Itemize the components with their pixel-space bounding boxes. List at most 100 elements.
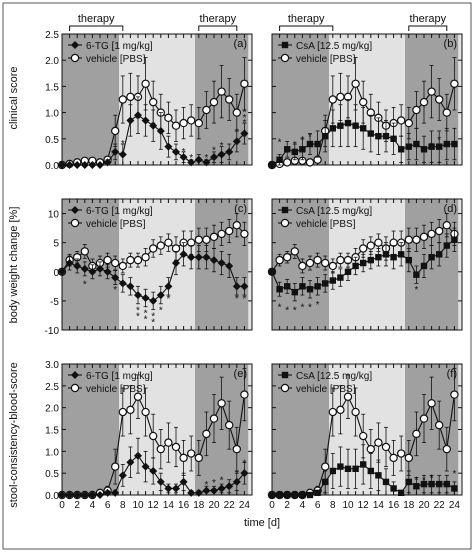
- panel-f-series-0-point-10: [344, 465, 352, 472]
- panel-b-series-1-point-23: [442, 108, 451, 117]
- panel-d-series-1-point-4: [298, 261, 307, 271]
- panel-a-star-5: *: [220, 141, 224, 152]
- panel-f-series-1-point-24: [450, 390, 459, 399]
- panel-e-series-0-point-0: [58, 491, 66, 499]
- panel-e-series-1-point-8: [118, 407, 128, 417]
- panel-d-series-0-point-16: [390, 254, 397, 261]
- panel-c-legend-marker-1: [70, 218, 80, 228]
- panel-e-series-0-point-13: [156, 477, 165, 486]
- panel-b-series-1-point-5: [305, 158, 315, 167]
- panel-c-series-1-point-6: [103, 255, 112, 265]
- panel-a-star-0: *: [121, 139, 125, 150]
- panel-e-star-2: *: [212, 478, 216, 489]
- panel-c-series-0-point-11: [141, 293, 150, 302]
- panel-a-series-0-point-20: [210, 153, 218, 162]
- panel-d-legend-marker-1: [280, 218, 290, 228]
- panel-f-legend: CsA [12.5 mg/kg] vehicle [PBS]: [278, 371, 372, 395]
- panel-c-series-0-point-1: [65, 259, 74, 268]
- panel-f-series-0-point-12: [360, 461, 367, 468]
- panel-b-series-0-point-0: [268, 161, 276, 169]
- panel-b-series-0-point-14: [375, 132, 382, 140]
- panel-b-series-1-point-11: [351, 79, 360, 88]
- panel-a-series-1-point-11: [141, 79, 150, 88]
- panel-e-series-0-point-9: [126, 458, 135, 467]
- panel-d-series-1-point-8: [328, 261, 337, 271]
- panel-e-xtick-label-22: 22: [224, 500, 236, 511]
- panel-a-therapy-label-1: therapy: [199, 13, 236, 25]
- panel-c-series-0-point-24: [240, 282, 249, 291]
- panel-a-series-0-point-19: [202, 158, 211, 167]
- panel-f-series-1-point-22: [435, 420, 444, 430]
- panel-f-series-0-point-11: [352, 465, 359, 472]
- panel-c-star-3: *: [136, 311, 140, 322]
- panel-f-series-0-point-15: [382, 478, 390, 486]
- panel-c-series-1-point-18: [194, 235, 203, 244]
- panel-b-legend-label-0: CsA [12.5 mg/kg]: [296, 41, 372, 52]
- panel-a-series-0-point-8: [118, 150, 127, 159]
- panel-d-series-1-point-20: [419, 232, 429, 242]
- panel-a-series-1-point-14: [164, 113, 173, 123]
- panel-b-star-3: *: [308, 132, 312, 143]
- panel-a-therapy-label-0: therapy: [78, 13, 115, 25]
- panel-e-series-0-point-2: [73, 491, 82, 499]
- panel-e-series-1-point-14: [164, 438, 173, 447]
- panel-a-therapy-bracket-1: [198, 25, 238, 31]
- panel-d-series-1-point-1: [275, 255, 284, 265]
- panel-e-legend-marker-1: [70, 383, 80, 393]
- row-3-ylabel: stool-consistency-blood-score: [8, 362, 20, 508]
- panel-b-series-1-point-21: [427, 87, 436, 96]
- panel-f-series-1-point-16: [389, 453, 398, 463]
- panel-b-label: (b): [444, 38, 457, 50]
- panel-b-therapy-bracket-1: [408, 25, 448, 31]
- panel-f-series-1-point-10: [343, 392, 353, 401]
- panel-b-frame: [271, 33, 463, 166]
- panel-e-series-0-point-4: [88, 491, 97, 499]
- panel-b-star-5: *: [430, 141, 434, 152]
- panel-d-series-1-point-18: [404, 235, 413, 244]
- panel-e-series-0-point-21: [217, 484, 226, 493]
- panel-a-star-3: *: [204, 153, 208, 164]
- panel-d-star-3: *: [300, 303, 304, 314]
- panel-d-series-1-point-3: [290, 247, 299, 256]
- panel-a-series-1-point-9: [126, 92, 135, 102]
- panel-f-series-0-point-23: [443, 480, 450, 488]
- panel-c-series-0-point-10: [134, 291, 142, 300]
- panel-f-series-1-point-11: [351, 407, 360, 417]
- panel-e-xtick-label-18: 18: [193, 500, 205, 511]
- panel-e-ytick-label-6: 3.0: [45, 360, 59, 371]
- panel-d-series-0-point-13: [367, 256, 374, 264]
- x-axis-label: time [d]: [244, 517, 280, 529]
- panel-f-legend-marker-0: [281, 371, 289, 379]
- panel-e-legend-marker-0: [71, 371, 79, 379]
- panel-d-series-0-point-8: [329, 277, 336, 284]
- panel-a-series-1-point-21: [217, 87, 226, 96]
- panel-b: (b)* * * ** **CsA [12.5 mg/kg]vehicle [PBS]t…: [267, 13, 463, 170]
- panel-c-series-1-point-11: [141, 253, 150, 262]
- panel-f-xtick-label-6: 6: [315, 500, 321, 511]
- panel-e-star-5: *: [242, 458, 246, 469]
- panel-a-ytick-label-5: 2.5: [45, 30, 59, 41]
- panel-e-series-1-point-11: [141, 407, 150, 417]
- panel-a-ytick-label-2: 1.0: [45, 109, 59, 120]
- panel-e-series-1-point-19: [202, 429, 211, 439]
- panel-c-series-1-point-19: [202, 235, 211, 244]
- panel-f-series-1-point-9: [336, 405, 345, 415]
- panel-e-series-1-point-23: [232, 444, 241, 454]
- panel-f-series-0-point-3: [291, 491, 298, 499]
- panel-f-series-1-point-15: [381, 442, 391, 452]
- panel-d-series-1-point-2: [283, 253, 292, 262]
- panel-c-frame: [61, 198, 253, 331]
- panel-a-legend-marker-0: [71, 41, 79, 49]
- panel-d-series-1-point-13: [366, 241, 375, 250]
- panel-c-series-0-point-18: [194, 253, 203, 262]
- panel-d-series-0-point-0: [268, 268, 276, 275]
- panel-e-series-0-point-10: [134, 451, 142, 460]
- panel-d-series-0-point-4: [299, 283, 306, 290]
- panel-a-star-7: *: [242, 118, 246, 129]
- panel-a-series-0-point-10: [134, 111, 142, 120]
- panel-d-star-6: *: [414, 285, 418, 296]
- panel-a-series-1-point-24: [240, 79, 249, 88]
- panel-b-series-0-point-17: [398, 146, 405, 153]
- panel-e-series-1: [57, 367, 249, 500]
- panel-d-series-0-point-23: [443, 242, 450, 249]
